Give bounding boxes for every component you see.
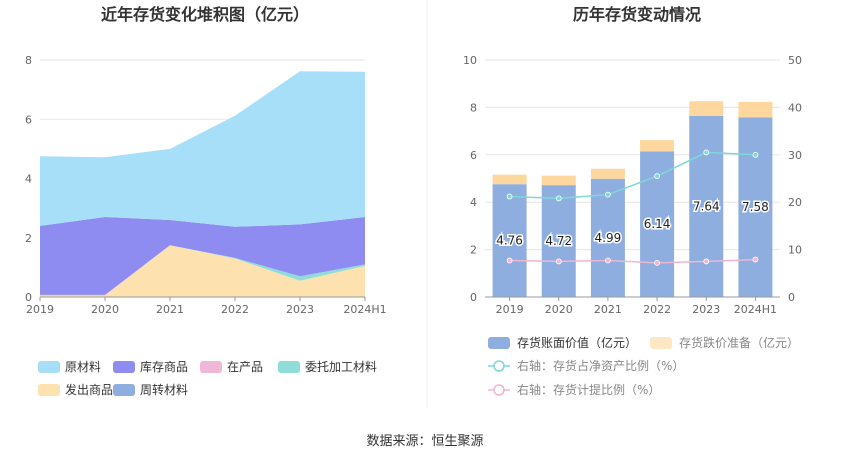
area-wip: [40, 245, 365, 296]
x-tick-label: 2019: [496, 303, 524, 316]
point-line_ratio: [605, 191, 611, 198]
point-line_provision: [654, 259, 660, 266]
legend-marker-line_ratio: [493, 360, 505, 372]
stacked-area-chart: 0 2 4 6 8 2019 2020 2021 2022 2023 2024H1 原材料 库存商品 在产…: [25, 54, 387, 397]
legend-label: 右轴：存货计提比例（%）: [517, 382, 660, 397]
y-right-tick-label: 10: [788, 244, 802, 257]
bar-provision: [738, 101, 773, 118]
legend-label: 在产品: [227, 360, 263, 374]
inventory-bar-line-chart: 0 2 4 6 8 10 0 10 20 30 40 50 4.76 4.72 4.99 6.14 7.64 7.…: [463, 54, 802, 397]
bar-value-label: 6.14: [644, 217, 671, 231]
x-tick-label: 2020: [91, 303, 119, 316]
y-right-tick-label: 30: [788, 149, 802, 162]
area-raw_materials: [40, 71, 365, 227]
y-left-tick-label: 4: [470, 196, 477, 209]
point-line_ratio: [555, 195, 562, 202]
bar-book-value: [590, 178, 625, 297]
x-tick-label: 2023: [692, 303, 720, 316]
bar-book-value: [541, 185, 576, 297]
legend-swatch-outsourced: [278, 361, 300, 373]
point-line_ratio: [703, 149, 710, 156]
point-line_provision: [555, 258, 562, 265]
legend-swatch-provision: [650, 337, 672, 349]
left-chart-title: 近年存货变化堆积图（亿元）: [101, 5, 309, 24]
point-line_ratio: [506, 193, 513, 200]
legend-label: 发出商品: [65, 382, 113, 397]
y-right-tick-label: 0: [788, 291, 795, 304]
legend-label: 存货跌价准备（亿元）: [679, 335, 799, 350]
legend-marker-line_provision: [493, 384, 505, 396]
y-tick-label: 2: [25, 232, 32, 245]
bar-book-value: [689, 115, 724, 297]
y-tick-label: 8: [25, 54, 32, 67]
bar-value-label: 7.64: [693, 199, 720, 213]
bar-book-value: [738, 117, 773, 297]
x-tick-label: 2024H1: [734, 303, 777, 316]
legend-label: 委托加工材料: [305, 360, 377, 374]
y-tick-label: 0: [25, 291, 32, 304]
area-shipped: [40, 245, 365, 297]
y-left-tick-label: 2: [470, 244, 477, 257]
y-left-tick-label: 0: [470, 291, 477, 304]
line-line_ratio: [509, 151, 756, 200]
x-tick-label: 2022: [643, 303, 671, 316]
bar-value-label: 7.58: [742, 200, 769, 214]
legend-swatch-revolving: [113, 384, 135, 396]
y-tick-label: 6: [25, 113, 32, 126]
bar-provision: [640, 140, 675, 152]
legend-swatch-finished_goods: [113, 361, 135, 373]
data-source: 数据来源：恒生聚源: [366, 434, 484, 449]
y-left-tick-label: 8: [470, 101, 477, 114]
bar-value-label: 4.72: [545, 234, 572, 248]
legend-swatch-wip: [200, 361, 222, 373]
x-tick-label: 2021: [594, 303, 622, 316]
x-tick-label: 2021: [156, 303, 184, 316]
legend-swatch-shipped: [38, 384, 60, 396]
y-tick-label: 4: [25, 173, 32, 186]
bar-provision: [541, 175, 576, 186]
line-line_provision: [509, 258, 756, 264]
point-line_ratio: [752, 151, 759, 158]
point-line_provision: [506, 257, 513, 264]
bar-value-label: 4.76: [496, 234, 523, 248]
point-line_provision: [703, 258, 710, 265]
y-left-tick-label: 6: [470, 149, 477, 162]
x-tick-label: 2022: [221, 303, 249, 316]
x-tick-label: 2023: [286, 303, 314, 316]
x-tick-label: 2024H1: [343, 303, 386, 316]
legend-label: 右轴：存货占净资产比例（%）: [517, 358, 684, 373]
y-left-tick-label: 10: [463, 54, 477, 67]
y-right-tick-label: 50: [788, 54, 802, 67]
area-finished_goods: [40, 217, 365, 295]
legend-label: 周转材料: [140, 382, 188, 397]
right-chart-title: 历年存货变动情况: [573, 5, 701, 24]
y-right-tick-label: 20: [788, 196, 802, 209]
y-right-tick-label: 40: [788, 101, 802, 114]
point-line_provision: [752, 256, 759, 263]
bar-provision: [590, 168, 625, 179]
legend-swatch-raw_materials: [38, 361, 60, 373]
x-tick-label: 2019: [26, 303, 54, 316]
x-tick-label: 2020: [545, 303, 573, 316]
legend-label: 存货账面价值（亿元）: [517, 335, 637, 350]
legend-label: 原材料: [65, 360, 101, 374]
point-line_provision: [605, 257, 611, 264]
bar-book-value: [492, 184, 527, 297]
bar-provision: [689, 101, 724, 116]
point-line_ratio: [654, 173, 660, 180]
bar-provision: [492, 174, 527, 185]
bar-value-label: 4.99: [595, 231, 622, 245]
legend-swatch-book: [488, 337, 510, 349]
legend-label: 库存商品: [140, 359, 188, 374]
